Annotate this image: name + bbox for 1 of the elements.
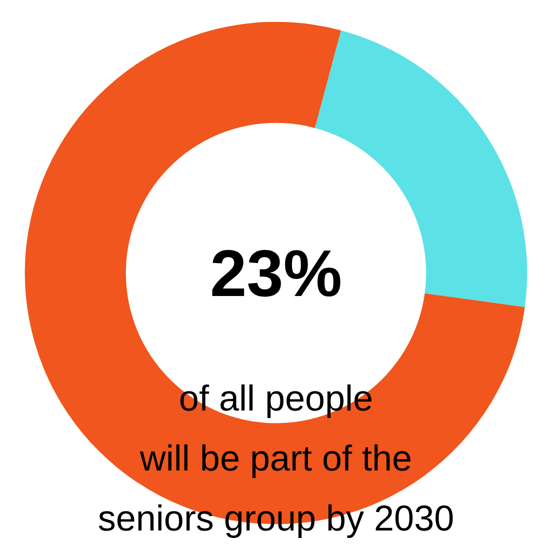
text: 23% xyxy=(210,236,342,310)
